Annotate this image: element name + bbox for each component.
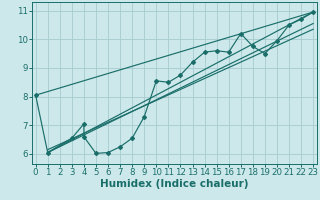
X-axis label: Humidex (Indice chaleur): Humidex (Indice chaleur)	[100, 179, 249, 189]
